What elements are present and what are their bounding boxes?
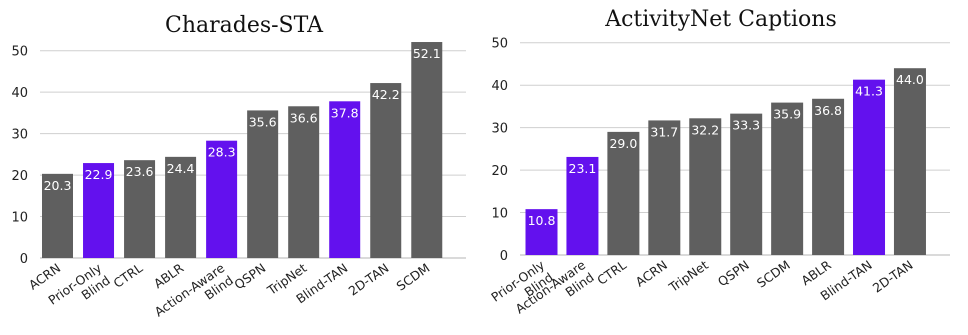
bar: [288, 106, 320, 258]
data-label: 42.2: [372, 87, 400, 102]
x-tick-label: 2D-TAN: [346, 260, 392, 298]
chart-charades-sta: Charades-STA 0102030405020.3ACRN22.9Prio…: [11, 13, 466, 319]
bar: [689, 118, 722, 256]
x-tick-label: CTRL: [110, 260, 145, 291]
data-label: 29.0: [609, 136, 637, 151]
x-tick-label: SCDM: [754, 257, 793, 291]
bar: [329, 101, 361, 258]
x-tick-label: TripNet: [665, 257, 711, 295]
x-tick-label: CTRL: [594, 257, 629, 288]
data-label: 22.9: [85, 167, 113, 182]
bar: [124, 160, 156, 258]
chart-activitynet-captions: ActivityNet Captions 0102030405010.8Prio…: [488, 7, 950, 316]
y-tick-label: 0: [500, 249, 508, 264]
bar: [566, 156, 599, 255]
y-tick-label: 10: [11, 211, 28, 226]
data-label: 20.3: [44, 178, 72, 193]
bar: [42, 173, 73, 258]
data-label: 35.6: [249, 114, 277, 129]
x-tick-label: SCDM: [394, 260, 433, 294]
y-tick-label: 10: [491, 207, 508, 222]
data-label: 36.6: [290, 110, 318, 125]
data-label: 52.1: [413, 46, 441, 61]
y-tick-label: 40: [491, 79, 508, 94]
y-tick-label: 30: [491, 122, 508, 137]
bar: [411, 42, 443, 258]
x-tick-label: QSPN: [231, 260, 268, 292]
chart-title: ActivityNet Captions: [604, 7, 837, 32]
data-label: 44.0: [896, 72, 924, 87]
bar: [83, 163, 115, 258]
bar: [370, 83, 402, 258]
data-label: 37.8: [331, 105, 359, 120]
bar: [607, 131, 640, 255]
y-tick-label: 50: [491, 37, 508, 52]
data-label: 24.4: [167, 161, 195, 176]
x-tick-label: 2D-TAN: [870, 257, 916, 295]
y-tick-label: 30: [11, 128, 28, 143]
data-label: 23.6: [126, 164, 154, 179]
data-label: 10.8: [528, 213, 556, 228]
bar: [771, 102, 804, 256]
bar: [206, 140, 238, 258]
data-label: 23.1: [569, 161, 597, 176]
data-label: 35.9: [773, 107, 801, 122]
chart-title: Charades-STA: [165, 13, 324, 38]
y-tick-label: 0: [20, 252, 28, 267]
x-tick-label: QSPN: [715, 257, 752, 289]
bar: [165, 156, 197, 258]
bar: [525, 209, 558, 255]
y-tick-label: 50: [11, 45, 28, 60]
data-label: 36.8: [814, 103, 842, 118]
bar: [893, 68, 926, 255]
data-label: 31.7: [650, 124, 678, 139]
y-tick-label: 20: [491, 164, 508, 179]
data-label: 41.3: [855, 84, 883, 99]
bar: [730, 113, 763, 255]
y-tick-label: 20: [11, 169, 28, 184]
data-label: 28.3: [208, 145, 236, 160]
bar: [853, 79, 886, 255]
bar: [247, 110, 279, 259]
data-label: 33.3: [732, 118, 760, 133]
y-tick-label: 40: [11, 86, 28, 101]
x-tick-label: ACRN: [633, 257, 670, 289]
data-label: 32.2: [691, 122, 719, 137]
bar: [648, 120, 681, 255]
bar: [812, 98, 845, 255]
